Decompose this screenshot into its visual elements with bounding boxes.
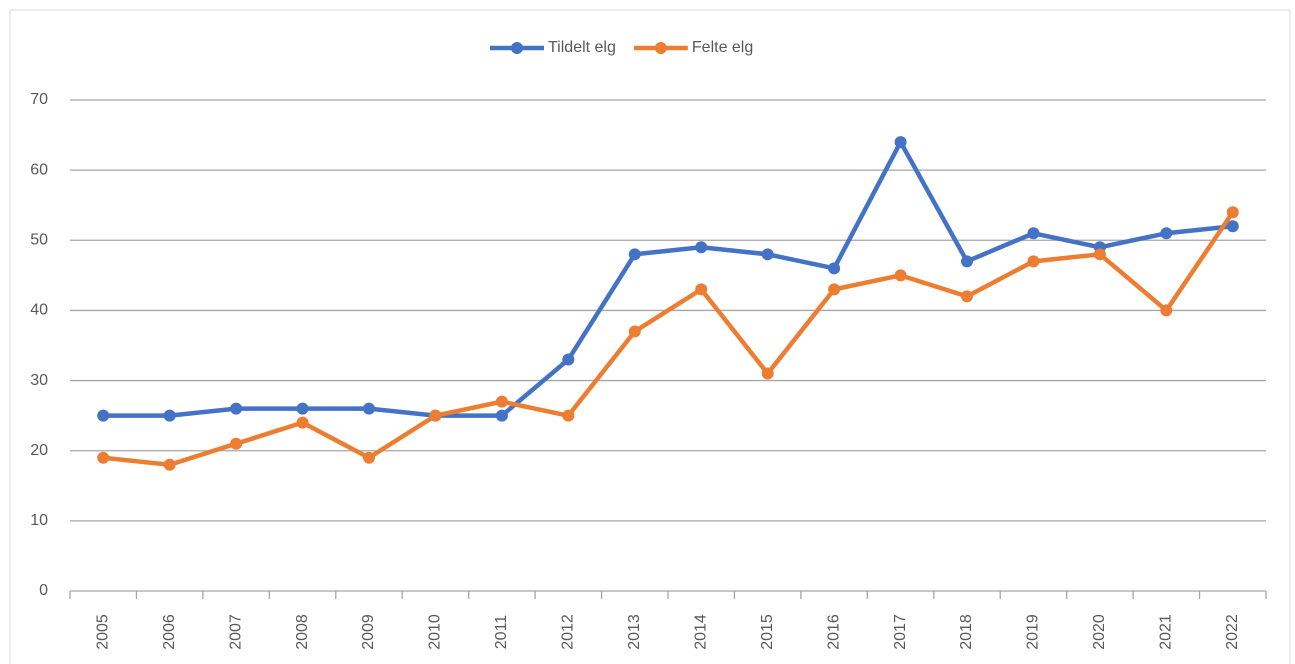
point — [429, 409, 442, 422]
x-tick-label: 2013 — [626, 614, 643, 650]
point — [1093, 248, 1106, 261]
series-line — [102, 210, 1235, 467]
legend-label: Tildelt elg — [548, 39, 616, 56]
x-tick-label: 2012 — [560, 614, 577, 650]
y-tick-label: 70 — [30, 91, 48, 108]
x-tick-label: 2021 — [1158, 614, 1175, 650]
point — [828, 283, 841, 296]
x-tick-label: 2007 — [227, 614, 244, 650]
point — [1226, 206, 1239, 219]
point — [296, 416, 309, 429]
point — [230, 402, 243, 415]
point — [562, 353, 575, 366]
point — [961, 255, 973, 268]
chart-frame — [9, 9, 1291, 664]
point — [163, 458, 176, 471]
x-tick-label: 2020 — [1091, 614, 1108, 650]
x-tick-label: 2010 — [427, 614, 444, 650]
x-tick-label: 2009 — [360, 614, 377, 650]
point — [97, 451, 110, 464]
legend-marker — [654, 42, 667, 54]
legend-marker — [511, 42, 523, 54]
point — [695, 241, 708, 254]
x-tick-label: 2019 — [1025, 614, 1042, 650]
x-tick-label: 2018 — [958, 614, 975, 650]
point — [163, 409, 176, 422]
x-tick-label: 2016 — [825, 614, 842, 650]
point — [1027, 227, 1040, 240]
x-tick-label: 2006 — [161, 614, 178, 650]
y-tick-label: 20 — [30, 442, 48, 459]
point — [1160, 304, 1173, 317]
point — [761, 248, 774, 261]
y-tick-label: 40 — [30, 302, 48, 319]
point — [230, 437, 243, 450]
x-tick-label: 2017 — [892, 614, 909, 650]
x-tick-label: 2014 — [692, 614, 709, 650]
x-tick-label: 2008 — [294, 614, 311, 650]
y-tick-label: 60 — [30, 161, 48, 178]
point — [1027, 255, 1040, 268]
y-tick-label: 0 — [39, 582, 48, 599]
point — [296, 402, 309, 415]
point — [97, 409, 110, 422]
y-tick-label: 10 — [30, 512, 48, 529]
x-tick-label: 2011 — [493, 615, 510, 650]
point — [1160, 227, 1173, 240]
series-line — [103, 139, 1234, 418]
y-tick-label: 50 — [30, 232, 48, 249]
point — [363, 451, 375, 464]
point — [695, 283, 708, 296]
legend-label: Felte elg — [692, 39, 753, 56]
point — [894, 136, 907, 149]
point — [828, 262, 841, 275]
point — [495, 395, 508, 408]
point — [628, 248, 641, 261]
point — [363, 402, 375, 415]
point — [961, 290, 973, 303]
point — [495, 409, 508, 422]
point — [1226, 220, 1239, 233]
y-tick-label: 30 — [30, 372, 48, 389]
point — [562, 409, 575, 422]
x-tick-label: 2015 — [759, 614, 776, 650]
point — [894, 269, 907, 282]
x-tick-label: 2022 — [1224, 614, 1241, 650]
point — [628, 325, 641, 338]
point — [761, 367, 774, 380]
x-tick-label: 2005 — [94, 614, 111, 650]
